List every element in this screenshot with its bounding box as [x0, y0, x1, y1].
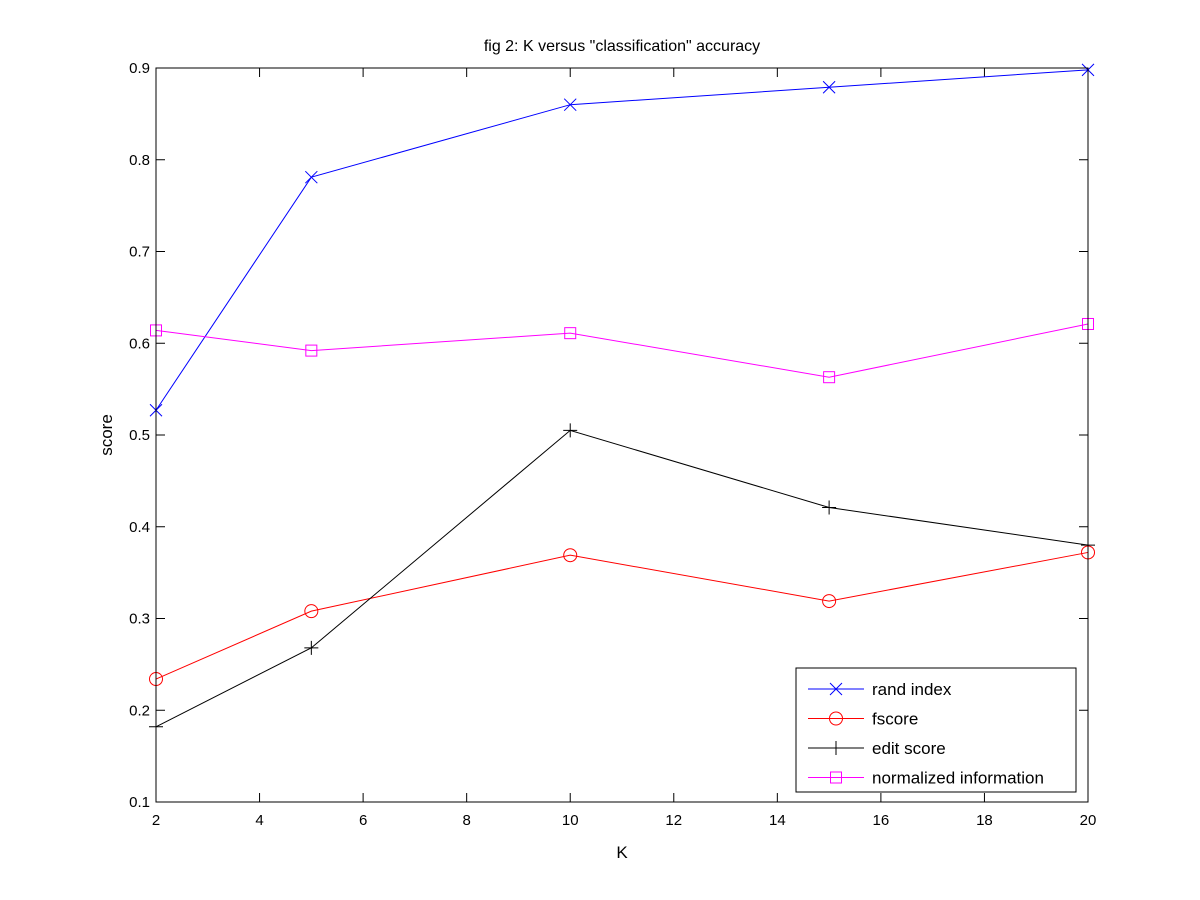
series-layer [149, 63, 1095, 734]
y-tick-label: 0.1 [129, 794, 150, 811]
x-tick-label: 6 [359, 812, 367, 829]
y-tick-label: 0.2 [129, 702, 150, 719]
x-tick-label: 20 [1080, 812, 1097, 829]
y-tick-label: 0.6 [129, 335, 150, 352]
x-tick-label: 14 [769, 812, 786, 829]
x-tick-label: 12 [665, 812, 682, 829]
y-tick-label: 0.3 [129, 611, 150, 628]
y-tick-label: 0.4 [129, 519, 150, 536]
data-point-rand-index [304, 170, 318, 184]
legend-label: rand index [872, 680, 952, 699]
y-tick-label: 0.9 [129, 60, 150, 77]
y-tick-label: 0.8 [129, 152, 150, 169]
data-point-edit-score [304, 640, 319, 655]
chart-title: fig 2: K versus "classification" accurac… [484, 38, 760, 55]
data-point-rand-index [563, 98, 577, 112]
series-line-normalized-information [155, 323, 1089, 378]
x-tick-label: 8 [462, 812, 470, 829]
series-line-fscore [155, 551, 1089, 680]
axis-ticks: 2 4 6 8 10 12 14 16 18 20 0.1 0.2 0.3 0.4 0.5 0.6 0.7 0.8… [129, 60, 1096, 829]
legend-marker [830, 771, 842, 784]
data-point-normalized-information [564, 327, 577, 340]
series-normalized-information [150, 317, 1094, 384]
data-point-edit-score [563, 423, 578, 438]
legend: rand index fscore edit score normalized inf… [795, 667, 1077, 793]
x-axis-title: K [616, 843, 628, 862]
legend-item-rand-index: rand index [808, 680, 952, 699]
data-point-fscore [563, 548, 578, 563]
legend-label: normalized information [872, 769, 1044, 788]
legend-label: edit score [872, 739, 946, 758]
legend-marker [829, 741, 843, 755]
legend-marker [829, 711, 843, 726]
legend-item-fscore: fscore [808, 710, 918, 729]
plot-frame [155, 67, 1089, 803]
data-point-normalized-information [823, 371, 836, 384]
legend-item-normalized-information: normalized information [808, 769, 1044, 788]
data-point-rand-index [822, 80, 836, 94]
legend-item-edit-score: edit score [808, 739, 946, 758]
data-point-edit-score [822, 500, 837, 515]
y-tick-label: 0.5 [129, 427, 150, 444]
x-tick-label: 4 [255, 812, 263, 829]
data-point-fscore [304, 604, 319, 619]
legend-label: fscore [872, 710, 918, 729]
y-tick-label: 0.7 [129, 244, 150, 261]
series-rand-index [149, 63, 1095, 417]
x-tick-label: 10 [562, 812, 579, 829]
data-point-fscore [822, 594, 837, 609]
data-point-normalized-information [305, 344, 318, 357]
x-tick-label: 2 [152, 812, 160, 829]
x-tick-label: 18 [976, 812, 993, 829]
y-axis-title: score [97, 414, 116, 456]
legend-marker [829, 682, 843, 696]
x-tick-label: 16 [873, 812, 890, 829]
